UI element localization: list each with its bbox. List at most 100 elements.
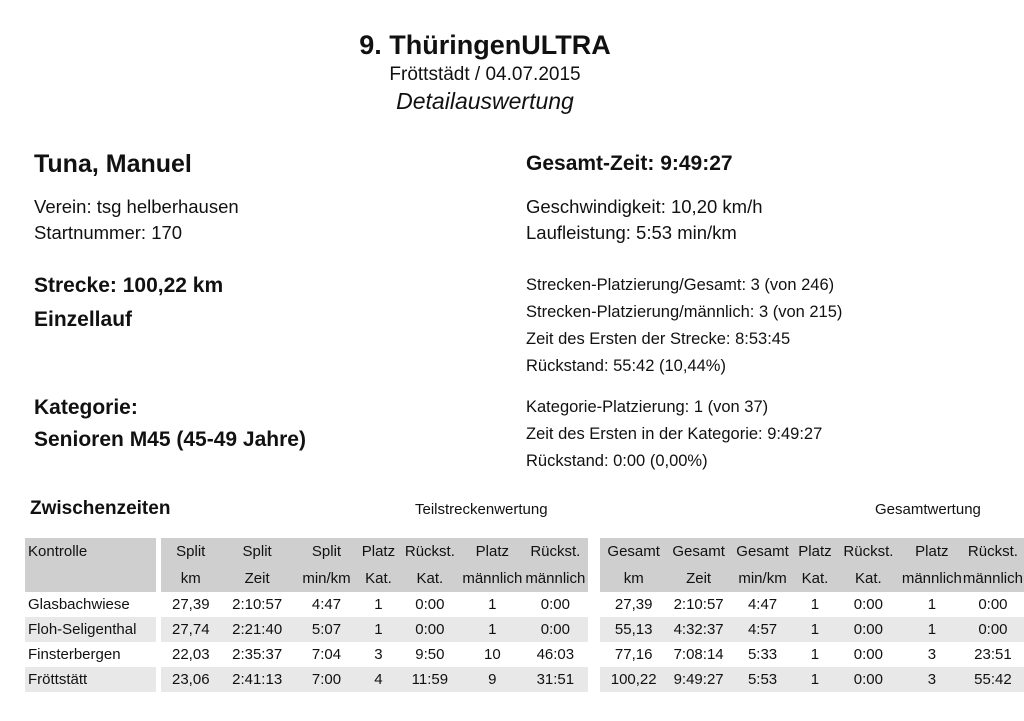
table-cell: 0:00 [961, 617, 1024, 642]
table-cell: 27,39 [172, 596, 210, 613]
category-rank: Kategorie-Platzierung: 1 (von 37) [526, 398, 769, 416]
runner-club: Verein: tsg helberhausen [34, 196, 239, 217]
runner-name: Tuna, Manuel [34, 150, 192, 178]
total-time: Gesamt-Zeit: 9:49:27 [526, 152, 733, 175]
table-cell: 0:00 [978, 596, 1008, 613]
table-cell: männlich [901, 565, 962, 592]
cell-control: Glasbachwiese [28, 596, 130, 613]
table-row: Finsterbergen 22,03 2:35:37 7:04 3 9:50 10 46:0… [25, 642, 1024, 667]
table-cell: 27,74 [160, 617, 221, 642]
table-cell: 1 [795, 617, 835, 642]
table-cell: Platz [901, 538, 962, 565]
table-cell: 5:53 [730, 667, 795, 692]
table-cell: 23:51 [974, 646, 1012, 663]
table-cell: 10 [484, 646, 501, 663]
table-cell: 0:00 [853, 646, 883, 663]
cell-control: Fröttstätt [25, 667, 156, 692]
cell-control [25, 565, 156, 592]
table-cell: 1 [359, 617, 398, 642]
table-cell: 0:00 [853, 596, 883, 613]
table-cell: Kat. [834, 565, 902, 592]
speed: Geschwindigkeit: 10,20 km/h [526, 196, 763, 217]
table-cell: Platz [359, 538, 398, 565]
table-cell: 0:00 [834, 617, 902, 642]
table-cell: Rückst. [834, 538, 902, 565]
table-cell: 0:00 [397, 617, 463, 642]
table-cell: 5:07 [293, 617, 360, 642]
runner-distance: Strecke: 100,22 km [34, 274, 224, 297]
table-cell: 9:50 [415, 646, 445, 663]
table-cell: 31:51 [522, 667, 589, 692]
table-cell: 2:41:13 [220, 667, 294, 692]
table-cell: 3 [374, 646, 383, 663]
table-cell: 0:00 [415, 596, 445, 613]
table-cell: Zeit [667, 565, 731, 592]
table-cell: Rückst. [522, 538, 589, 565]
table-cell: Kat. [397, 565, 463, 592]
table-cell: 3 [901, 667, 962, 692]
table-cell: Split [160, 538, 221, 565]
total-group-label: Gesamtwertung [875, 501, 981, 518]
table-cell: 55,13 [600, 617, 668, 642]
table-cell: 7:08:14 [673, 646, 724, 663]
table-cell: männlich [522, 565, 589, 592]
table-cell: Rückst. [397, 538, 463, 565]
table-cell: 27,39 [614, 596, 653, 613]
leader-time: Zeit des Ersten der Strecke: 8:53:45 [526, 330, 791, 348]
table-cell: min/km [730, 565, 795, 592]
table-cell: 23,06 [160, 667, 221, 692]
table-row: Fröttstätt 23,06 2:41:13 7:00 4 11:59 9 31:51 10… [25, 667, 1024, 692]
table-cell: 1 [901, 617, 962, 642]
cell-control: Kontrolle [25, 538, 156, 565]
table-cell: Zeit [220, 565, 294, 592]
table-cell: 7:04 [311, 646, 342, 663]
table-cell: 5:33 [747, 646, 778, 663]
table-cell: 4:47 [311, 596, 342, 613]
table-row: Glasbachwiese 27,39 2:10:57 4:47 1 0:00 1 0:00 2… [25, 592, 1024, 617]
table-cell: 1 [795, 667, 835, 692]
table-cell: Gesamt [600, 538, 668, 565]
category-behind: Rückstand: 0:00 (0,00%) [526, 452, 708, 470]
runner-start-number: Startnummer: 170 [34, 222, 183, 243]
table-cell: 4:32:37 [667, 617, 731, 642]
runner-mode: Einzellauf [34, 308, 133, 331]
table-cell: 2:21:40 [220, 617, 294, 642]
table-cell: Gesamt [730, 538, 795, 565]
rank-male: Strecken-Platzierung/männlich: 3 (von 21… [526, 303, 843, 321]
table-cell: Split [293, 538, 360, 565]
runner-category: Senioren M45 (45-49 Jahre) [34, 428, 306, 451]
table-cell: 22,03 [172, 646, 210, 663]
table-cell: männlich [462, 565, 523, 592]
table-cell: männlich [961, 565, 1024, 592]
table-cell: 2:10:57 [673, 596, 724, 613]
table-cell: Kat. [359, 565, 398, 592]
page-subtitle: Detailauswertung [396, 88, 574, 114]
location-date: Fröttstädt / 04.07.2015 [389, 64, 581, 85]
pace: Laufleistung: 5:53 min/km [526, 222, 737, 243]
splits-section-title: Zwischenzeiten [30, 498, 171, 519]
table-cell: 4:57 [730, 617, 795, 642]
table-cell: Gesamt [667, 538, 731, 565]
table-cell: 4:47 [747, 596, 778, 613]
table-cell: 3 [927, 646, 937, 663]
behind: Rückstand: 55:42 (10,44%) [526, 357, 726, 375]
table-cell: 1 [374, 596, 383, 613]
table-cell: 46:03 [536, 646, 575, 663]
table-cell: min/km [293, 565, 360, 592]
table-cell: 9:49:27 [667, 667, 731, 692]
table-cell: 1 [488, 596, 497, 613]
table-cell: 1 [810, 596, 820, 613]
table-cell: 9 [462, 667, 523, 692]
table-cell: Rückst. [961, 538, 1024, 565]
table-cell: km [600, 565, 668, 592]
table-header-row: km Zeit min/km Kat. Kat. männlich männlich km Ze… [25, 565, 1024, 592]
table-cell: 1 [462, 617, 523, 642]
table-cell: Split [220, 538, 294, 565]
table-cell: 100,22 [600, 667, 668, 692]
table-cell: 11:59 [397, 667, 463, 692]
category-leader-time: Zeit des Ersten in der Kategorie: 9:49:2… [526, 425, 823, 443]
table-cell: 4 [359, 667, 398, 692]
table-cell: km [160, 565, 221, 592]
table-cell: 0:00 [522, 617, 589, 642]
cell-control: Finsterbergen [28, 646, 121, 663]
